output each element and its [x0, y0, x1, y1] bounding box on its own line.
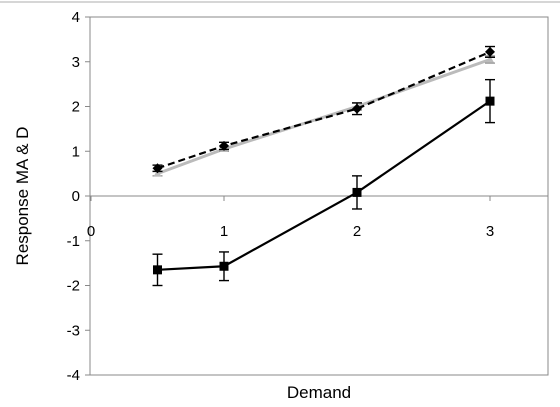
- y-tick-label: 1: [72, 143, 80, 160]
- x-tick-label: 3: [486, 223, 494, 240]
- data-point: [219, 261, 229, 271]
- series-3-line: [157, 100, 491, 271]
- y-tick-label: -4: [67, 367, 80, 384]
- series-1-line: [157, 50, 491, 170]
- data-point: [352, 103, 362, 114]
- y-tick-label: 2: [72, 99, 80, 116]
- y-tick-label: -2: [67, 278, 80, 295]
- data-point: [485, 96, 495, 106]
- x-tick-label: 1: [220, 223, 228, 240]
- data-point: [352, 187, 362, 197]
- y-tick-label: -3: [67, 322, 80, 339]
- y-tick-label: -1: [67, 233, 80, 250]
- series-2-line: [156, 58, 491, 176]
- y-axis-title: Response MA & D: [13, 127, 32, 266]
- x-tick-label: 2: [353, 223, 361, 240]
- y-tick-label: 4: [72, 9, 80, 26]
- data-point: [219, 140, 229, 151]
- data-point: [486, 55, 494, 63]
- y-tick-label: 0: [72, 188, 80, 205]
- y-tick-label: 3: [72, 54, 80, 71]
- series-3: [152, 78, 495, 287]
- series-layer: [152, 45, 495, 287]
- x-tick-label: 0: [87, 223, 95, 240]
- series-1: [152, 45, 495, 174]
- axes: -4 -3 -2 -1 0 1 2 3 4 0 1 2 3: [67, 9, 548, 384]
- data-point: [152, 163, 163, 174]
- x-axis-title: Demand: [287, 383, 351, 402]
- data-point: [485, 46, 495, 57]
- data-point: [153, 265, 162, 275]
